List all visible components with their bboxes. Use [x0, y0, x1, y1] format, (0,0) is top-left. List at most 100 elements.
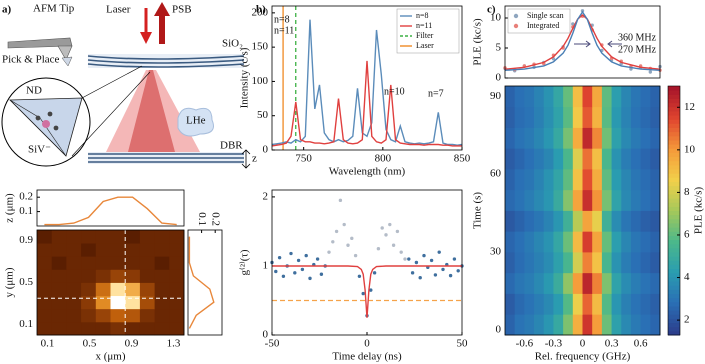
- heatmap-cell: [592, 314, 603, 336]
- heatmap-cell: [650, 148, 661, 170]
- annotation: n=7: [428, 88, 444, 99]
- heatmap-cell: [169, 269, 185, 283]
- heatmap-cell: [139, 308, 155, 323]
- colorbar-segment: [668, 86, 680, 91]
- y-tick-label: 10: [490, 12, 502, 24]
- heatmap-cell: [169, 282, 185, 297]
- heatmap-cell: [66, 282, 82, 297]
- y-tick-label: 0.2: [19, 191, 33, 203]
- heatmap-cell: [543, 148, 554, 170]
- heatmap-cell: [553, 169, 564, 191]
- data-point: [391, 243, 396, 247]
- heatmap-cell: [553, 106, 564, 128]
- annotation: n=8: [274, 14, 290, 25]
- heatmap-cell: [572, 189, 583, 211]
- data-point: [422, 253, 426, 258]
- data-point: [319, 272, 324, 276]
- label-pick-place: Pick & Place: [2, 54, 60, 66]
- heatmap-cell: [534, 252, 545, 274]
- label-sio2: SiO₂: [222, 38, 243, 50]
- heatmap-cell: [621, 148, 632, 170]
- heatmap-cell: [572, 231, 583, 253]
- annotation: n=11: [274, 25, 294, 36]
- heatmap-cell: [601, 148, 612, 170]
- heatmap-cell: [582, 272, 593, 294]
- colorbar-segment: [668, 148, 680, 153]
- heatmap-cell: [630, 106, 642, 128]
- heatmap-cell: [563, 252, 574, 274]
- label-afm-tip: AFM Tip: [33, 3, 75, 15]
- plot-frame: [271, 189, 463, 336]
- y-axis-label: g⁽²⁾(τ): [239, 249, 251, 275]
- heatmap-cell: [51, 269, 67, 283]
- heatmap-cell: [110, 230, 126, 244]
- y-tick-label: 1: [263, 259, 269, 271]
- data-point: [452, 257, 457, 261]
- heatmap-cell: [611, 86, 622, 108]
- heatmap-cell: [37, 308, 53, 323]
- heatmap-cell: [572, 86, 583, 108]
- colorbar-segment: [668, 264, 680, 270]
- heatmap-cell: [505, 148, 516, 170]
- heatmap-cell: [543, 252, 554, 274]
- x-tick-label: 0.9: [125, 338, 139, 350]
- heatmap-cell: [95, 321, 111, 336]
- heatmap-cell: [582, 106, 593, 128]
- heatmap-cell: [621, 106, 632, 128]
- label-siv: SiV⁻: [28, 144, 51, 156]
- heatmap-cell: [601, 272, 612, 294]
- atom: [53, 125, 59, 131]
- colorbar-segment: [668, 293, 680, 299]
- heatmap-cell: [611, 293, 622, 315]
- heatmap-cell: [125, 256, 141, 270]
- plot-frame: [36, 229, 185, 336]
- heatmap-cell: [66, 230, 82, 244]
- colorbar-segment: [668, 198, 680, 203]
- heatmap-cell: [543, 272, 554, 294]
- plot-frame: [36, 189, 185, 227]
- heatmap-cell: [582, 148, 593, 170]
- heatmap-cell: [601, 86, 612, 108]
- plot-frame: [504, 5, 661, 79]
- data-point: [361, 291, 365, 296]
- heatmap-cell: [139, 321, 155, 336]
- heatmap-cell: [154, 308, 170, 323]
- heatmap-cell: [611, 272, 622, 294]
- heatmap-cell: [601, 293, 612, 315]
- heatmap-cell: [505, 314, 516, 336]
- heatmap-cell: [110, 256, 126, 270]
- heatmap-cell: [630, 86, 642, 108]
- x-tick-label: 0.1: [196, 212, 208, 226]
- colorbar-segment: [668, 202, 680, 207]
- heatmap-cell: [95, 308, 111, 323]
- heatmap-cell: [37, 295, 53, 310]
- colorbar-segment: [668, 281, 680, 286]
- heatmap-cell: [592, 148, 603, 170]
- heatmap-cell: [640, 210, 651, 232]
- heatmap-cell: [611, 169, 622, 191]
- heatmap-cell: [110, 308, 126, 323]
- data-point: [338, 198, 343, 203]
- heatmap-cell: [139, 282, 155, 297]
- heatmap-cell: [582, 86, 593, 108]
- data-point: [372, 271, 377, 275]
- heatmap-cell: [582, 210, 593, 232]
- y-tick-label: 50: [257, 109, 269, 121]
- colorbar-segment: [668, 98, 680, 104]
- data-point: [296, 258, 301, 263]
- colorbar-segment: [668, 135, 680, 141]
- heatmap-cell: [572, 272, 583, 294]
- heatmap-cell: [572, 169, 583, 191]
- data-point: [448, 273, 453, 278]
- heatmap-cell: [553, 210, 564, 232]
- heatmap-cell: [553, 272, 564, 294]
- heatmap-cell: [51, 243, 67, 257]
- heatmap-cell: [582, 169, 593, 191]
- colorbar-segment: [668, 227, 680, 232]
- inset-connector: [71, 71, 151, 157]
- heatmap-cell: [630, 148, 642, 170]
- panel-label: c): [487, 4, 496, 16]
- spectrum-line: [271, 19, 463, 146]
- heatmap-cell: [611, 148, 622, 170]
- colorbar-segment: [668, 310, 680, 315]
